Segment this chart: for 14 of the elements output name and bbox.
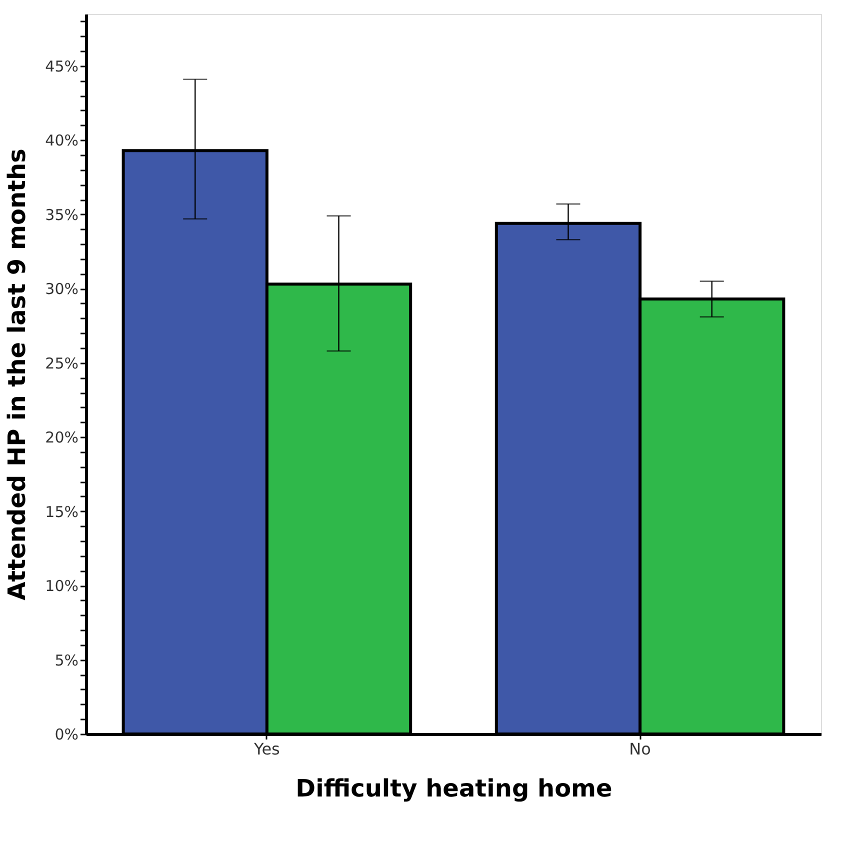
- x-tick-label: No: [629, 740, 651, 758]
- y-tick-label: 0%: [54, 726, 78, 744]
- y-tick-label: 5%: [54, 651, 78, 670]
- y-tick-label: 45%: [45, 57, 78, 76]
- x-tick-label: Yes: [253, 740, 280, 758]
- y-axis-title: Attended HP in the last 9 months: [3, 148, 32, 600]
- y-tick-label: 15%: [45, 502, 78, 521]
- y-tick-label: 10%: [45, 577, 78, 596]
- y-tick-label: 40%: [45, 132, 78, 150]
- y-tick-label: 25%: [45, 354, 78, 372]
- y-tick-label: 35%: [45, 206, 78, 224]
- y-tick-label: 30%: [45, 280, 78, 298]
- x-axis-title: Difficulty heating home: [296, 774, 612, 802]
- y-tick-label: 20%: [45, 428, 78, 447]
